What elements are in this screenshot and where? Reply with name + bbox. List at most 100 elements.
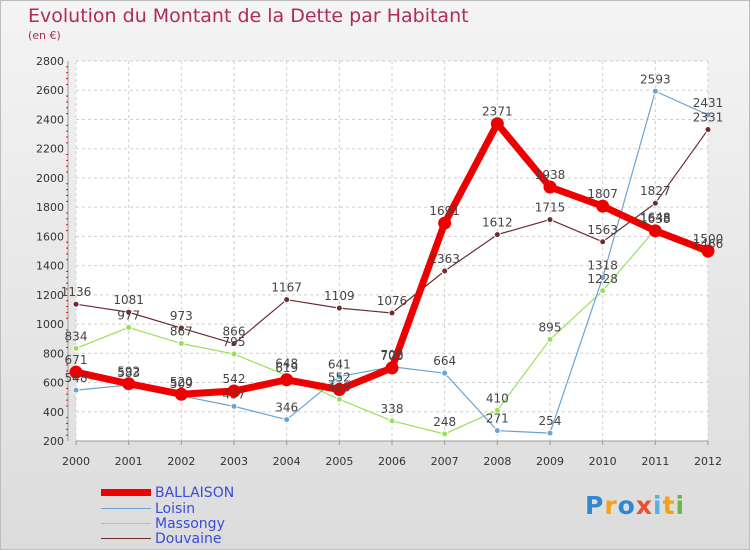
y-tick-label: 800 <box>43 347 64 360</box>
plot-area <box>76 61 708 441</box>
legend-swatch-massongy <box>101 523 151 524</box>
data-point-ballaison <box>648 224 662 238</box>
data-point-massongy <box>388 417 396 425</box>
data-point-massongy <box>72 344 80 352</box>
y-tick-label: 2200 <box>36 143 64 156</box>
data-point-douvaine <box>546 216 554 224</box>
data-point-douvaine <box>335 304 343 312</box>
data-point-ballaison <box>543 180 557 194</box>
y-tick-label: 1200 <box>36 289 64 302</box>
data-label-douvaine: 1563 <box>587 223 618 237</box>
data-point-loisin <box>704 111 712 119</box>
data-label-ballaison: 542 <box>223 372 246 386</box>
data-point-douvaine <box>651 199 659 207</box>
data-label-massongy: 834 <box>65 329 88 343</box>
data-point-loisin <box>651 87 659 95</box>
logo-letter: i <box>653 491 663 520</box>
data-label-massongy: 1228 <box>587 272 618 286</box>
data-label-loisin: 548 <box>65 371 88 385</box>
data-label-massongy: 648 <box>275 357 298 371</box>
data-label-ballaison: 1500 <box>693 232 724 246</box>
proxiti-logo: Proxiti <box>585 491 685 520</box>
legend-label-ballaison: BALLAISON <box>155 485 235 501</box>
data-label-massongy: 1648 <box>640 210 671 224</box>
y-tick-label: 400 <box>43 406 64 419</box>
data-point-ballaison <box>280 373 294 387</box>
data-label-massongy: 977 <box>117 308 140 322</box>
data-point-douvaine <box>493 231 501 239</box>
data-label-douvaine: 1076 <box>377 294 408 308</box>
data-point-massongy <box>230 350 238 358</box>
data-point-loisin <box>283 416 291 424</box>
x-tick-label: 2012 <box>694 455 722 468</box>
data-point-massongy <box>441 430 449 438</box>
data-label-ballaison: 1807 <box>587 187 618 201</box>
data-point-ballaison <box>122 377 136 391</box>
data-label-douvaine: 1363 <box>429 252 460 266</box>
data-point-douvaine <box>283 296 291 304</box>
data-label-massongy: 248 <box>433 415 456 429</box>
x-tick-label: 2001 <box>115 455 143 468</box>
data-point-massongy <box>335 395 343 403</box>
y-tick-label: 2000 <box>36 172 64 185</box>
y-tick-label: 1000 <box>36 318 64 331</box>
data-label-douvaine: 973 <box>170 309 193 323</box>
data-label-massongy: 1466 <box>693 237 724 251</box>
x-tick-label: 2002 <box>167 455 195 468</box>
data-label-massongy: 867 <box>170 325 193 339</box>
data-label-loisin: 437 <box>223 387 246 401</box>
data-label-douvaine: 1612 <box>482 216 513 230</box>
data-point-ballaison <box>701 244 715 258</box>
chart-title: Evolution du Montant de la Dette par Hab… <box>28 5 469 27</box>
data-point-douvaine <box>230 340 238 348</box>
data-point-massongy <box>125 323 133 331</box>
legend-swatch-loisin <box>101 508 151 509</box>
y-tick-label: 2800 <box>36 55 64 68</box>
data-label-loisin: 2431 <box>693 96 724 110</box>
data-point-douvaine <box>177 324 185 332</box>
data-point-ballaison <box>69 365 83 379</box>
data-label-loisin: 254 <box>539 414 562 428</box>
legend-label-loisin: Loisin <box>155 501 196 517</box>
y-tick-label: 1800 <box>36 201 64 214</box>
data-label-douvaine: 2331 <box>693 111 724 125</box>
data-point-loisin <box>72 386 80 394</box>
data-label-loisin: 271 <box>486 412 509 426</box>
data-label-ballaison: 619 <box>275 361 298 375</box>
y-tick-label: 1600 <box>36 230 64 243</box>
data-point-loisin <box>599 274 607 282</box>
data-label-ballaison: 520 <box>170 375 193 389</box>
data-point-ballaison <box>438 216 452 230</box>
data-label-loisin: 509 <box>170 377 193 391</box>
data-label-massongy: 895 <box>539 320 562 334</box>
data-label-ballaison: 1938 <box>535 168 566 182</box>
y-tick-label: 200 <box>43 435 64 448</box>
data-point-loisin <box>335 373 343 381</box>
line-chart: 200 400 600 800 1000 1200 1400 1600 1800 2000 2200… <box>36 55 724 468</box>
data-label-douvaine: 1827 <box>640 184 671 198</box>
data-point-massongy <box>493 406 501 414</box>
data-label-massongy: 410 <box>486 391 509 405</box>
data-label-ballaison: 1691 <box>429 204 460 218</box>
data-point-douvaine <box>599 238 607 246</box>
legend-label-douvaine: Douvaine <box>155 531 222 547</box>
data-point-massongy <box>546 335 554 343</box>
data-label-massongy: 338 <box>381 402 404 416</box>
data-label-douvaine: 1136 <box>61 285 92 299</box>
data-label-massongy: 795 <box>223 335 246 349</box>
y-tick-label: 600 <box>43 377 64 390</box>
x-tick-label: 2000 <box>62 455 90 468</box>
data-point-douvaine <box>125 308 133 316</box>
data-point-ballaison <box>385 361 399 375</box>
data-point-douvaine <box>704 126 712 134</box>
data-label-douvaine: 1715 <box>535 201 566 215</box>
x-tick-label: 2010 <box>589 455 617 468</box>
data-point-ballaison <box>332 383 346 397</box>
chart-unit: (en €) <box>28 29 61 42</box>
data-point-douvaine <box>72 300 80 308</box>
data-point-ballaison <box>490 117 504 131</box>
data-label-ballaison: 1638 <box>640 212 671 226</box>
legend-label-massongy: Massongy <box>155 516 225 532</box>
data-point-massongy <box>599 287 607 295</box>
